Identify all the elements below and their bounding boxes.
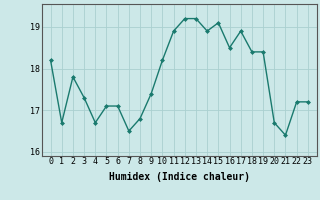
X-axis label: Humidex (Indice chaleur): Humidex (Indice chaleur) [109,172,250,182]
